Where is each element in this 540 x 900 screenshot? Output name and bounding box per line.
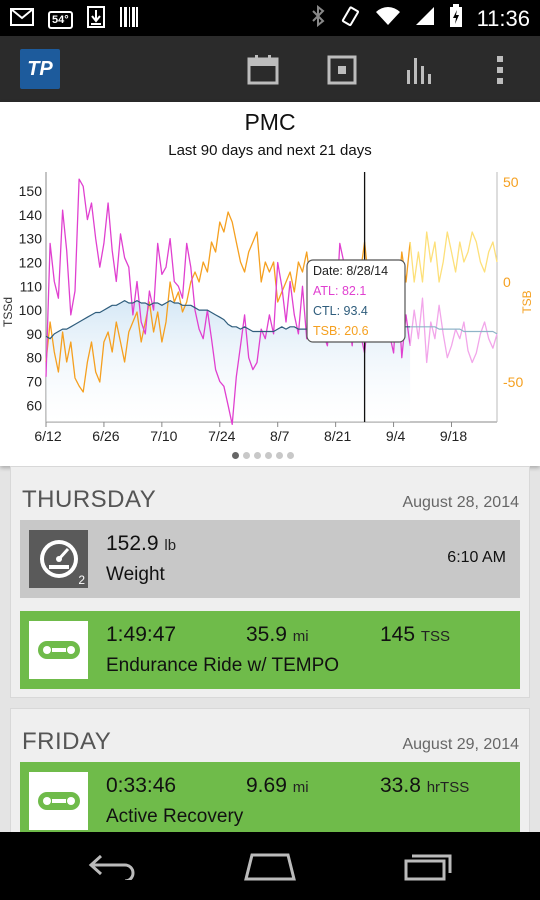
tsb-future-line <box>409 231 498 283</box>
signal-icon <box>415 6 435 31</box>
battery-icon <box>449 4 463 33</box>
bike-chain-icon <box>29 772 88 830</box>
tooltip-atl: ATL: 82.1 <box>313 284 366 298</box>
bike-chain-icon <box>29 621 88 679</box>
x-tick-label: 9/18 <box>440 428 467 444</box>
metric-count-badge: 2 <box>78 573 85 587</box>
workout-distance: 35.9 <box>246 623 287 646</box>
x-tick-label: 6/12 <box>34 428 61 444</box>
back-icon[interactable] <box>82 848 142 884</box>
scale-gauge-icon: 2 <box>29 530 88 588</box>
workout-entry-active-recovery[interactable]: 0:33:46 9.69 mi 33.8 hrTSS Active Recove… <box>20 762 520 840</box>
y2-tick-label: -50 <box>503 374 523 390</box>
tooltip-ctl: CTL: 93.4 <box>313 304 368 318</box>
y2-axis-label: TSB <box>520 290 534 313</box>
y2-tick-label: 0 <box>503 274 511 290</box>
workout-tss-unit: TSS <box>420 628 451 645</box>
vibrate-icon <box>339 5 361 32</box>
day-name: THURSDAY <box>22 486 157 513</box>
x-tick-label: 9/4 <box>386 428 406 444</box>
x-tick-label: 8/21 <box>324 428 351 444</box>
pager-dot[interactable] <box>265 452 272 459</box>
action-bar: TP <box>0 36 540 102</box>
y-tick-label: 70 <box>26 374 42 390</box>
tooltip-date: Date: 8/28/14 <box>313 264 388 278</box>
system-nav-bar <box>0 832 540 900</box>
metric-time: 6:10 AM <box>447 549 506 566</box>
overflow-menu-icon[interactable] <box>480 50 520 90</box>
chart-pager[interactable] <box>232 452 294 459</box>
chart-subtitle: Last 90 days and next 21 days <box>168 142 371 159</box>
y-tick-label: 110 <box>20 278 43 294</box>
ctl-future-line <box>410 326 498 335</box>
calendar-icon[interactable] <box>243 50 283 90</box>
y-axis-label: TSSd <box>1 297 15 327</box>
workout-distance: 9.69 <box>246 774 287 797</box>
workout-entry-endurance-ride[interactable]: 1:49:47 35.9 mi 145 TSS Endurance Ride w… <box>20 611 520 689</box>
dashboard-chart-icon[interactable] <box>400 50 440 90</box>
workout-icon[interactable] <box>322 50 362 90</box>
y-tick-label: 80 <box>26 350 42 366</box>
y-tick-label: 60 <box>26 397 42 413</box>
download-icon <box>86 6 105 33</box>
workout-name: Endurance Ride w/ TEMPO <box>106 655 340 676</box>
x-tick-label: 6/26 <box>92 428 119 444</box>
workout-tss-unit: hrTSS <box>426 779 470 796</box>
y2-tick-label: 50 <box>503 174 519 190</box>
x-tick-label: 7/24 <box>208 428 235 444</box>
day-card-friday: FRIDAY August 29, 2014 0:33:46 9.69 mi 3… <box>10 708 530 848</box>
chart-tooltip: Date: 8/28/14 ATL: 82.1 CTL: 93.4 TSB: 2… <box>306 259 406 343</box>
pager-dot[interactable] <box>276 452 283 459</box>
weight-unit: lb <box>164 537 177 554</box>
y-tick-label: 140 <box>19 207 43 223</box>
status-time: 11:36 <box>476 5 530 31</box>
metric-entry-weight[interactable]: 2 152.9 lb Weight 6:10 AM <box>20 520 520 598</box>
wifi-icon <box>375 6 401 31</box>
day-date: August 28, 2014 <box>402 494 519 511</box>
pager-dot[interactable] <box>232 452 239 459</box>
y-tick-label: 120 <box>19 254 43 270</box>
y-tick-label: 150 <box>19 183 43 199</box>
home-icon[interactable] <box>240 848 300 884</box>
x-tick-label: 7/10 <box>150 428 177 444</box>
weight-value: 152.9 <box>106 532 159 555</box>
workout-distance-unit: mi <box>292 628 309 645</box>
barcode-icon <box>119 6 139 33</box>
pmc-chart[interactable]: PMC Last 90 days and next 21 days 60 70 80… <box>0 102 540 466</box>
y-tick-label: 100 <box>19 302 43 318</box>
recent-apps-icon[interactable] <box>398 848 458 884</box>
atl-future-line <box>409 297 498 364</box>
tooltip-tsb: TSB: 20.6 <box>313 324 369 338</box>
day-card-thursday: THURSDAY August 28, 2014 2 152.9 lb Weig… <box>10 466 530 698</box>
y-tick-label: 90 <box>26 326 42 342</box>
day-date: August 29, 2014 <box>402 736 519 753</box>
trainingpeaks-logo[interactable]: TP <box>20 49 60 89</box>
y-tick-label: 130 <box>19 231 43 247</box>
workout-tss: 33.8 <box>380 774 421 797</box>
pager-dot[interactable] <box>254 452 261 459</box>
chart-title: PMC <box>244 109 295 135</box>
workout-distance-unit: mi <box>292 779 309 796</box>
workout-duration: 0:33:46 <box>106 774 177 797</box>
workout-tss: 145 <box>380 623 416 646</box>
status-bar: 54° 11:36 <box>0 0 540 36</box>
workout-duration: 1:49:47 <box>106 623 177 646</box>
day-name: FRIDAY <box>22 728 112 755</box>
pmc-chart-panel[interactable]: PMC Last 90 days and next 21 days 60 70 80… <box>0 102 540 466</box>
workout-name: Active Recovery <box>106 806 244 827</box>
pager-dot[interactable] <box>287 452 294 459</box>
weather-icon: 54° <box>48 10 73 29</box>
pager-dot[interactable] <box>243 452 250 459</box>
gmail-icon <box>10 8 34 31</box>
bluetooth-icon <box>311 4 325 32</box>
x-tick-label: 8/7 <box>270 428 290 444</box>
metric-name: Weight <box>106 564 165 585</box>
